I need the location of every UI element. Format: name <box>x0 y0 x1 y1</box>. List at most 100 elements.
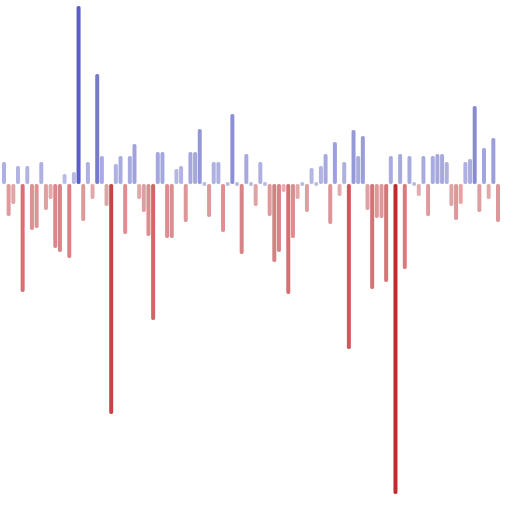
bar-negative-82 <box>384 184 389 282</box>
bar-negative-17 <box>81 184 86 221</box>
bar-negative-7 <box>34 184 39 228</box>
bar-negative-10 <box>48 184 53 199</box>
bar-positive-85 <box>398 154 403 184</box>
bar-negative-61 <box>286 184 291 294</box>
bar-negative-36 <box>169 184 174 238</box>
bar-positive-33 <box>155 152 160 184</box>
bar-positive-87 <box>407 156 412 184</box>
bar-negative-47 <box>221 184 226 232</box>
bar-positive-76 <box>356 156 361 184</box>
bar-positive-103 <box>482 148 487 184</box>
bar-positive-37 <box>174 169 179 184</box>
bar-positive-52 <box>244 154 249 184</box>
bar-negative-72 <box>337 184 342 196</box>
bar-positive-69 <box>323 154 328 184</box>
bar-positive-20 <box>95 74 100 184</box>
bar-negative-44 <box>207 184 212 217</box>
bar-negative-97 <box>454 184 459 220</box>
bar-zero-64 <box>300 182 305 186</box>
bar-negative-81 <box>379 184 384 218</box>
bar-positive-25 <box>118 156 123 184</box>
bar-positive-46 <box>216 162 221 184</box>
bar-zero-43 <box>202 182 207 186</box>
bar-negative-31 <box>146 184 151 236</box>
bar-negative-54 <box>253 184 258 206</box>
bar-positive-8 <box>39 162 44 184</box>
bar-negative-106 <box>496 184 500 222</box>
bar-positive-24 <box>113 164 118 184</box>
bar-positive-0 <box>2 162 6 184</box>
bar-positive-34 <box>160 152 165 184</box>
bar-positive-28 <box>132 144 137 184</box>
bar-negative-2 <box>11 184 16 204</box>
bar-positive-18 <box>85 162 90 184</box>
bar-positive-27 <box>127 156 132 184</box>
bars-layer <box>2 6 500 494</box>
bar-zero-56 <box>262 182 267 186</box>
bar-zero-53 <box>249 182 253 186</box>
bar-positive-73 <box>342 162 347 184</box>
bar-negative-104 <box>486 184 491 199</box>
bar-negative-98 <box>458 184 463 204</box>
bar-negative-26 <box>123 184 128 234</box>
bar-positive-77 <box>360 136 365 184</box>
bar-negative-6 <box>29 184 34 230</box>
bar-negative-22 <box>104 184 109 206</box>
bar-zero-48 <box>225 182 230 186</box>
bar-positive-75 <box>351 130 356 184</box>
bar-zero-67 <box>314 182 319 186</box>
bar-negative-30 <box>141 184 146 212</box>
bar-negative-62 <box>290 184 295 238</box>
bar-negative-9 <box>43 184 48 210</box>
bar-positive-83 <box>388 156 393 184</box>
bar-positive-93 <box>435 154 440 184</box>
bar-negative-29 <box>137 184 142 199</box>
bar-negative-84 <box>393 184 398 494</box>
bar-negative-58 <box>272 184 277 262</box>
bar-positive-68 <box>318 166 323 184</box>
bar-negative-12 <box>57 184 62 252</box>
bar-positive-16 <box>76 6 81 184</box>
bar-negative-102 <box>477 184 482 212</box>
bar-negative-89 <box>416 184 421 196</box>
bar-negative-74 <box>346 184 351 349</box>
bar-negative-70 <box>328 184 333 224</box>
bar-positive-99 <box>463 162 468 184</box>
bar-negative-78 <box>365 184 370 210</box>
bar-positive-3 <box>15 166 20 184</box>
bar-negative-60 <box>281 184 286 192</box>
bar-zero-88 <box>412 182 417 186</box>
bar-positive-94 <box>440 154 445 184</box>
bar-positive-90 <box>421 156 426 184</box>
bar-positive-40 <box>188 152 193 184</box>
bar-positive-38 <box>179 166 184 184</box>
bar-positive-41 <box>193 152 198 184</box>
bar-negative-14 <box>67 184 72 258</box>
bar-positive-100 <box>468 159 473 184</box>
bar-negative-32 <box>151 184 156 320</box>
bar-negative-57 <box>267 184 272 216</box>
bar-negative-51 <box>239 184 244 254</box>
bar-positive-13 <box>62 174 67 184</box>
bar-positive-45 <box>211 162 216 184</box>
bar-positive-95 <box>444 162 449 184</box>
bar-positive-5 <box>25 166 30 184</box>
bar-positive-49 <box>230 114 235 184</box>
bar-negative-79 <box>370 184 375 289</box>
bar-positive-55 <box>258 162 263 184</box>
bar-positive-66 <box>309 168 314 184</box>
bar-negative-65 <box>304 184 309 212</box>
bar-positive-71 <box>332 142 337 184</box>
bar-positive-42 <box>197 129 202 184</box>
bar-negative-63 <box>295 184 300 199</box>
bar-negative-1 <box>6 184 11 216</box>
bar-negative-39 <box>183 184 188 222</box>
bar-negative-4 <box>20 184 25 292</box>
bar-positive-92 <box>430 156 435 184</box>
bar-positive-21 <box>99 156 104 184</box>
bar-negative-11 <box>53 184 58 248</box>
bar-negative-96 <box>449 184 454 206</box>
bar-negative-91 <box>426 184 431 216</box>
